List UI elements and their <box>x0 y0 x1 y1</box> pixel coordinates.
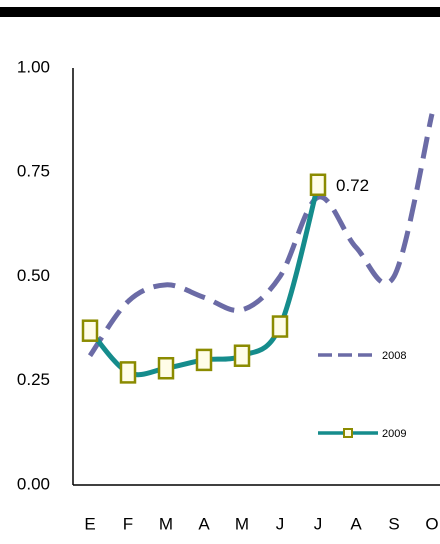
marker <box>119 361 137 384</box>
data-label: 0.72 <box>336 176 369 195</box>
y-tick-label: 0.00 <box>17 474 50 493</box>
marker <box>195 348 213 372</box>
x-tick-label: E <box>84 514 95 533</box>
y-tick-label: 0.75 <box>17 162 50 181</box>
y-tick-label: 0.25 <box>17 370 50 389</box>
series-line <box>88 184 321 378</box>
x-tick-label: M <box>159 514 173 533</box>
x-tick-label: F <box>123 514 133 533</box>
marker <box>233 344 251 367</box>
marker <box>309 173 327 197</box>
x-tick-label: O <box>425 514 438 533</box>
legend-label: 2009 <box>382 428 406 440</box>
x-tick-label: A <box>198 514 210 533</box>
marker <box>81 319 99 342</box>
y-tick-label: 0.50 <box>17 266 50 285</box>
x-tick-label: J <box>314 514 323 533</box>
y-tick-label: 1.00 <box>17 57 50 76</box>
series-line <box>87 113 435 358</box>
x-tick-label: A <box>350 514 362 533</box>
marker <box>157 356 175 380</box>
x-tick-label: J <box>276 514 285 533</box>
legend-marker <box>343 428 353 438</box>
top-bar <box>0 7 440 17</box>
x-tick-label: S <box>388 514 399 533</box>
marker <box>271 315 289 338</box>
legend-label: 2008 <box>382 350 406 362</box>
x-tick-label: M <box>235 514 249 533</box>
